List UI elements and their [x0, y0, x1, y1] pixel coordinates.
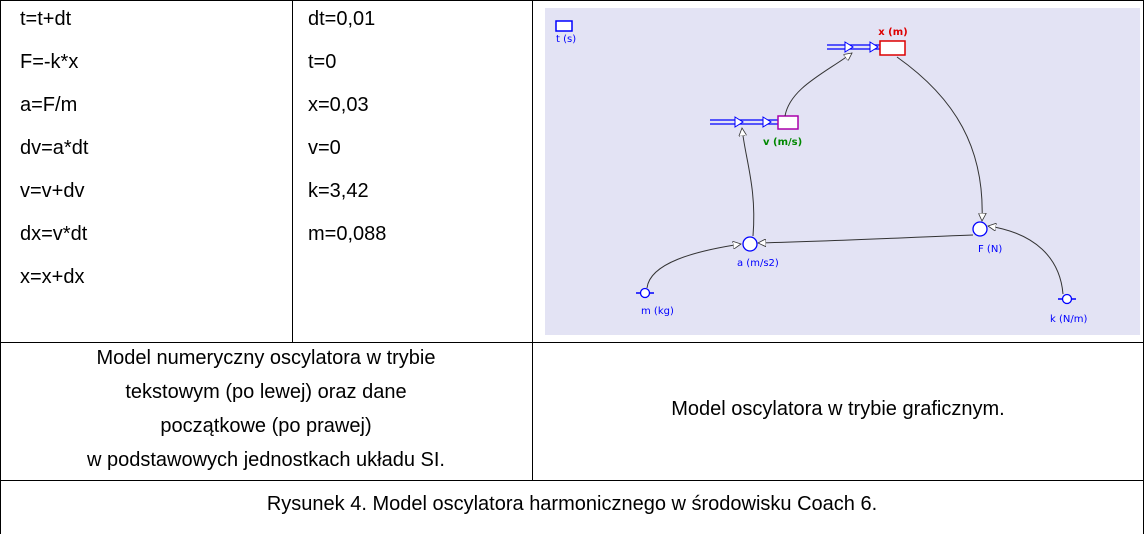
- code-line: dv=a*dt: [20, 137, 89, 159]
- valve-x: [844, 41, 879, 53]
- diagram-background: [545, 8, 1140, 335]
- aux-F: [972, 221, 988, 237]
- code-line: a=F/m: [20, 94, 78, 116]
- divider: [292, 0, 293, 342]
- connector: [646, 244, 741, 289]
- divider: [532, 0, 533, 480]
- code-line: v=v+dv: [20, 180, 85, 202]
- label-k: k (N/m): [1050, 314, 1087, 325]
- initial-value: dt=0,01: [308, 8, 376, 30]
- divider: [0, 480, 1144, 481]
- code-line: dx=v*dt: [20, 223, 88, 245]
- initial-value: k=3,42: [308, 180, 369, 202]
- connector: [896, 56, 982, 221]
- label-t: t (s): [556, 34, 576, 45]
- caption-line: Model numeryczny oscylatora w trybie: [96, 347, 436, 369]
- stock-x: [879, 40, 906, 56]
- t-icon: [555, 20, 573, 32]
- label-v: v (m/s): [763, 137, 802, 148]
- label-x: x (m): [878, 27, 908, 38]
- figure-caption: Rysunek 4. Model oscylatora harmoniczneg…: [266, 493, 878, 515]
- label-F: F (N): [978, 244, 1002, 255]
- caption-line: początkowe (po prawej): [160, 415, 372, 437]
- const-k: [1061, 293, 1073, 305]
- code-line: x=x+dx: [20, 266, 85, 288]
- connector: [784, 53, 852, 117]
- label-m: m (kg): [641, 306, 674, 317]
- connector: [742, 128, 755, 237]
- initial-value: x=0,03: [308, 94, 369, 116]
- initial-value: m=0,088: [308, 223, 387, 245]
- diagram: t (s) x (m) v (m/s) a (m/s2) F (N) m (kg…: [545, 8, 1140, 335]
- caption-left: Model numeryczny oscylatora w trybie teks…: [0, 342, 532, 480]
- initial-value: v=0: [308, 137, 341, 159]
- label-a: a (m/s2): [737, 258, 779, 269]
- connector: [758, 234, 974, 243]
- caption-line: w podstawowych jednostkach układu SI.: [87, 449, 445, 471]
- valve-v: [734, 116, 772, 128]
- connector: [988, 226, 1064, 295]
- aux-a: [742, 236, 758, 252]
- initial-value: t=0: [308, 51, 337, 73]
- caption-line: tekstowym (po lewej) oraz dane: [125, 381, 407, 403]
- code-line: t=t+dt: [20, 8, 72, 30]
- code-line: F=-k*x: [20, 51, 79, 73]
- divider: [0, 342, 1144, 343]
- const-m: [639, 287, 651, 299]
- caption-right: Model oscylatora w trybie graficznym.: [671, 398, 1005, 420]
- stock-v: [777, 115, 799, 130]
